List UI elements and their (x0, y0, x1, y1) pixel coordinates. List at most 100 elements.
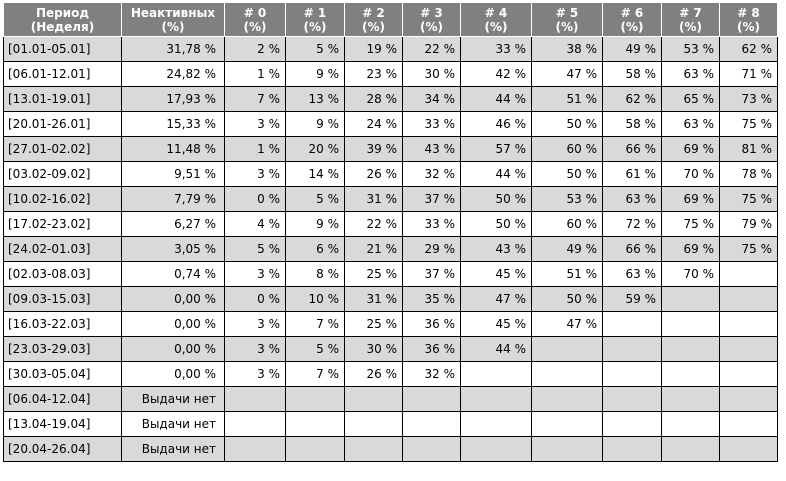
week-7-cell: 63 % (661, 61, 720, 87)
week-3-cell: 33 % (402, 211, 461, 237)
week-0-cell: 3 % (224, 361, 286, 387)
week-7-cell (661, 336, 720, 362)
week-3-cell: 35 % (402, 286, 461, 312)
week-8-cell: 75 % (719, 186, 778, 212)
period-cell: [09.03-15.03] (3, 286, 122, 312)
period-cell: [06.04-12.04] (3, 386, 122, 412)
week-6-cell: 66 % (602, 136, 662, 162)
week-7-cell: 65 % (661, 86, 720, 112)
inactive-cell: 6,27 % (121, 211, 225, 237)
week-3-cell: 30 % (402, 61, 461, 87)
week-8-cell: 78 % (719, 161, 778, 187)
period-cell: [17.02-23.02] (3, 211, 122, 237)
inactive-cell: 0,00 % (121, 336, 225, 362)
period-cell: [20.01-26.01] (3, 111, 122, 137)
week-4-cell: 46 % (460, 111, 532, 137)
inactive-cell: 0,00 % (121, 361, 225, 387)
header-label: # 7 (679, 5, 702, 20)
week-1-cell: 6 % (285, 236, 345, 262)
week-3-cell (402, 386, 461, 412)
table-row: [01.01-05.01] 31,78 % 2 % 5 % 19 % 22 % 33 % 38… (3, 36, 778, 62)
week-1-cell: 5 % (285, 36, 345, 62)
period-cell: [03.02-09.02] (3, 161, 122, 187)
week-4-cell: 50 % (460, 186, 532, 212)
header-unit: (Неделя) (30, 19, 95, 34)
week-3-cell (402, 436, 461, 462)
week-5-cell: 51 % (531, 86, 603, 112)
week-7-cell (661, 386, 720, 412)
table-row: [13.01-19.01] 17,93 % 7 % 13 % 28 % 34 % 44 % 5… (3, 86, 778, 112)
period-cell: [24.02-01.03] (3, 236, 122, 262)
period-cell: [30.03-05.04] (3, 361, 122, 387)
week-3-header: # 3 (%) (402, 2, 461, 37)
week-0-cell: 1 % (224, 136, 286, 162)
header-unit: (%) (484, 19, 508, 34)
week-7-cell: 75 % (661, 211, 720, 237)
week-5-cell: 51 % (531, 261, 603, 287)
week-0-cell: 3 % (224, 261, 286, 287)
week-0-cell: 3 % (224, 311, 286, 337)
week-8-cell (719, 361, 778, 387)
header-label: # 2 (362, 5, 385, 20)
week-3-cell: 32 % (402, 361, 461, 387)
week-6-cell: 72 % (602, 211, 662, 237)
week-6-cell: 58 % (602, 61, 662, 87)
week-8-cell (719, 261, 778, 287)
week-7-cell: 63 % (661, 111, 720, 137)
header-unit: (%) (420, 19, 443, 34)
week-4-cell (460, 361, 532, 387)
week-5-cell: 47 % (531, 311, 603, 337)
week-1-header: # 1 (%) (285, 2, 345, 37)
header-unit: (%) (555, 19, 579, 34)
week-6-cell: 63 % (602, 186, 662, 212)
inactive-cell: 9,51 % (121, 161, 225, 187)
week-5-cell: 49 % (531, 236, 603, 262)
header-unit: (%) (679, 19, 702, 34)
week-5-cell: 50 % (531, 286, 603, 312)
week-2-cell: 21 % (344, 236, 403, 262)
inactive-cell: Выдачи нет (121, 411, 225, 437)
week-6-cell: 59 % (602, 286, 662, 312)
header-unit: (%) (362, 19, 385, 34)
header-label: Период (35, 5, 90, 20)
week-6-cell: 62 % (602, 86, 662, 112)
week-2-cell: 19 % (344, 36, 403, 62)
period-cell: [06.01-12.01] (3, 61, 122, 87)
week-8-cell: 79 % (719, 211, 778, 237)
week-0-cell: 3 % (224, 336, 286, 362)
table-row: [16.03-22.03] 0,00 % 3 % 7 % 25 % 36 % 45 % 47 … (3, 311, 778, 337)
week-2-cell: 23 % (344, 61, 403, 87)
inactive-cell: 11,48 % (121, 136, 225, 162)
week-1-cell: 10 % (285, 286, 345, 312)
week-2-cell: 25 % (344, 311, 403, 337)
week-4-cell: 44 % (460, 86, 532, 112)
week-3-cell: 36 % (402, 311, 461, 337)
week-4-cell: 43 % (460, 236, 532, 262)
week-5-cell (531, 411, 603, 437)
week-3-cell: 43 % (402, 136, 461, 162)
week-5-cell (531, 336, 603, 362)
week-3-cell: 33 % (402, 111, 461, 137)
week-2-header: # 2 (%) (344, 2, 403, 37)
week-8-cell (719, 286, 778, 312)
week-8-header: # 8 (%) (719, 2, 778, 37)
header-label: # 0 (243, 5, 267, 20)
week-1-cell: 20 % (285, 136, 345, 162)
week-5-cell: 60 % (531, 136, 603, 162)
header-label: # 8 (737, 5, 760, 20)
week-1-cell: 9 % (285, 61, 345, 87)
week-5-cell (531, 361, 603, 387)
week-0-cell (224, 386, 286, 412)
week-5-cell: 47 % (531, 61, 603, 87)
week-4-cell: 42 % (460, 61, 532, 87)
week-2-cell: 30 % (344, 336, 403, 362)
week-7-cell (661, 361, 720, 387)
week-2-cell (344, 411, 403, 437)
week-1-cell: 7 % (285, 311, 345, 337)
week-4-cell: 44 % (460, 336, 532, 362)
week-6-cell: 66 % (602, 236, 662, 262)
week-7-cell (661, 286, 720, 312)
week-2-cell: 31 % (344, 286, 403, 312)
week-5-cell: 38 % (531, 36, 603, 62)
week-0-cell: 3 % (224, 111, 286, 137)
